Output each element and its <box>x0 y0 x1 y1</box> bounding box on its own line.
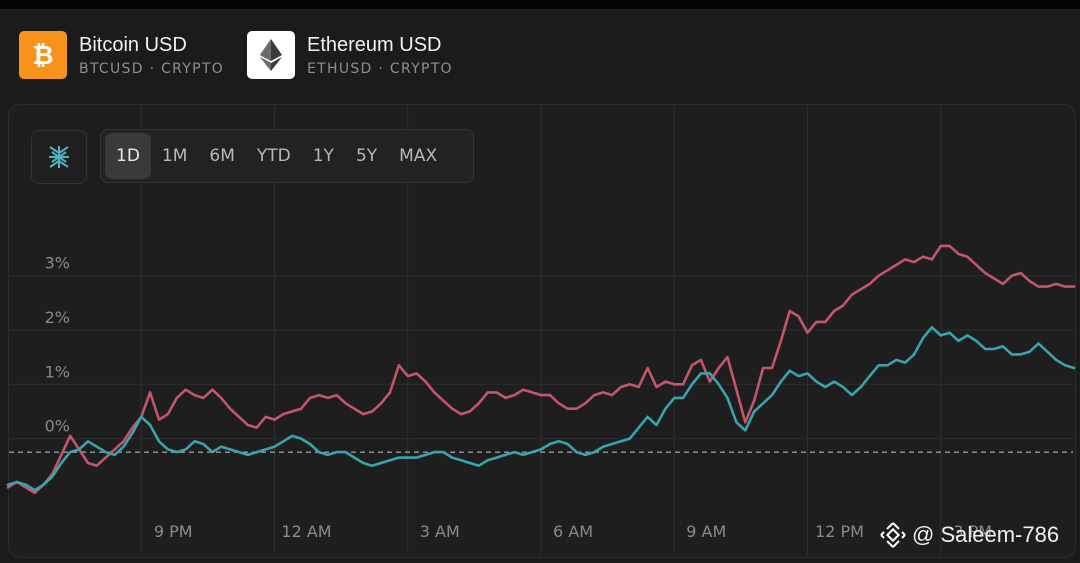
watermark-text: @ Saleem-786 <box>912 522 1060 547</box>
compare-button[interactable] <box>31 130 87 184</box>
range-1y[interactable]: 1Y <box>312 146 334 166</box>
bitcoin-glyph: ₿ <box>32 41 53 70</box>
binance-icon <box>880 522 906 548</box>
range-selector: 1D 1M 6M YTD 1Y 5Y MAX <box>100 129 474 183</box>
asset-bitcoin[interactable]: ₿ Bitcoin USD BTCUSD · CRYPTO <box>19 30 224 80</box>
x-tick-label: 9 AM <box>686 522 726 541</box>
ethereum-glyph <box>260 39 282 71</box>
y-tick-label: 3% <box>45 254 70 273</box>
x-tick-label: 9 PM <box>154 522 193 541</box>
top-bar <box>0 0 1080 9</box>
y-tick-label: 2% <box>45 308 70 327</box>
x-tick-label: 12 PM <box>815 522 864 541</box>
asset-ethereum[interactable]: Ethereum USD ETHUSD · CRYPTO <box>247 30 453 80</box>
ethereum-icon <box>247 31 295 79</box>
eth-series-line <box>6 326 1076 492</box>
asset-name: Ethereum USD <box>307 34 442 56</box>
asset-ticker: ETHUSD · CRYPTO <box>307 61 453 77</box>
asset-ticker: BTCUSD · CRYPTO <box>79 61 225 77</box>
x-tick-label: 3 AM <box>420 522 460 541</box>
watermark: @ Saleem-786 <box>880 522 1059 548</box>
bitcoin-icon: ₿ <box>19 31 67 79</box>
svg-text:₿: ₿ <box>32 41 53 70</box>
range-1d[interactable]: 1D <box>105 133 151 179</box>
range-max[interactable]: MAX <box>399 146 438 166</box>
range-5y[interactable]: 5Y <box>355 146 378 166</box>
x-tick-label: 6 AM <box>553 522 593 541</box>
asset-name: Bitcoin USD <box>79 34 187 56</box>
range-ytd[interactable]: YTD <box>256 146 291 166</box>
compare-icon <box>49 146 69 168</box>
x-tick-label: 12 AM <box>281 522 331 541</box>
x-tick-label: 3 PM <box>953 522 992 541</box>
y-tick-label: 0% <box>45 417 70 436</box>
chart-card <box>8 104 1076 558</box>
btc-series-line <box>6 244 1076 495</box>
range-1m[interactable]: 1M <box>161 146 188 166</box>
range-6m[interactable]: 6M <box>209 146 235 166</box>
y-tick-label: 1% <box>45 362 70 381</box>
